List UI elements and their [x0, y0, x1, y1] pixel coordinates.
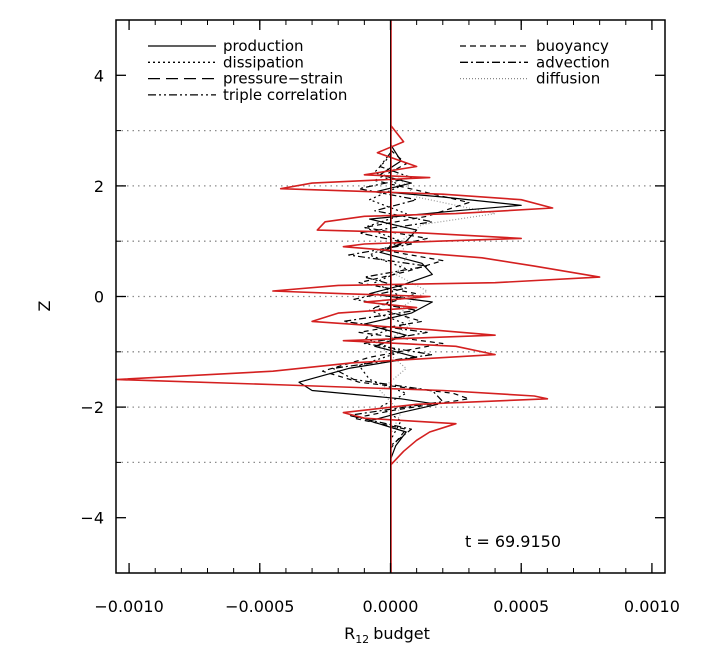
series-line [321, 149, 470, 449]
reference-lines [116, 129, 665, 464]
series-line [332, 152, 444, 447]
y-tick-label: 0 [94, 288, 104, 307]
x-axis-label: R12 budget [344, 624, 430, 646]
y-axis-label: Z [35, 300, 54, 311]
time-annotation: t = 69.9150 [465, 532, 561, 551]
x-tick-label: −0.0005 [225, 597, 294, 616]
legend-label: dissipation [223, 53, 304, 71]
legend-label: diffusion [536, 70, 600, 88]
x-tick-label: 0.0010 [624, 597, 680, 616]
x-tick-label: −0.0010 [94, 597, 163, 616]
legend-label: production [223, 37, 304, 55]
series-layer [115, 20, 601, 573]
legend-label: buoyancy [536, 37, 609, 55]
axis-ticks: −0.0010 −0.0005 0.0000 0.0005 0.0010 −4 −2 0 2 4 [80, 19, 680, 616]
legend: productiondissipationpressure−straintrip… [148, 37, 610, 104]
series-line [115, 124, 601, 466]
x-axis-label-prefix: R [344, 624, 355, 643]
x-tick-label: 0.0005 [493, 597, 549, 616]
legend-label: triple correlation [223, 86, 347, 104]
x-axis-label-subscript: 12 [355, 633, 369, 646]
legend-label: pressure−strain [223, 70, 343, 88]
legend-label: advection [536, 53, 610, 71]
y-tick-label: 2 [94, 177, 104, 196]
y-tick-label: −4 [80, 509, 104, 528]
x-tick-label: 0.0000 [363, 597, 419, 616]
y-tick-label: −2 [80, 398, 104, 417]
y-tick-label: 4 [94, 66, 104, 85]
x-axis-label-text: budget [373, 624, 430, 643]
